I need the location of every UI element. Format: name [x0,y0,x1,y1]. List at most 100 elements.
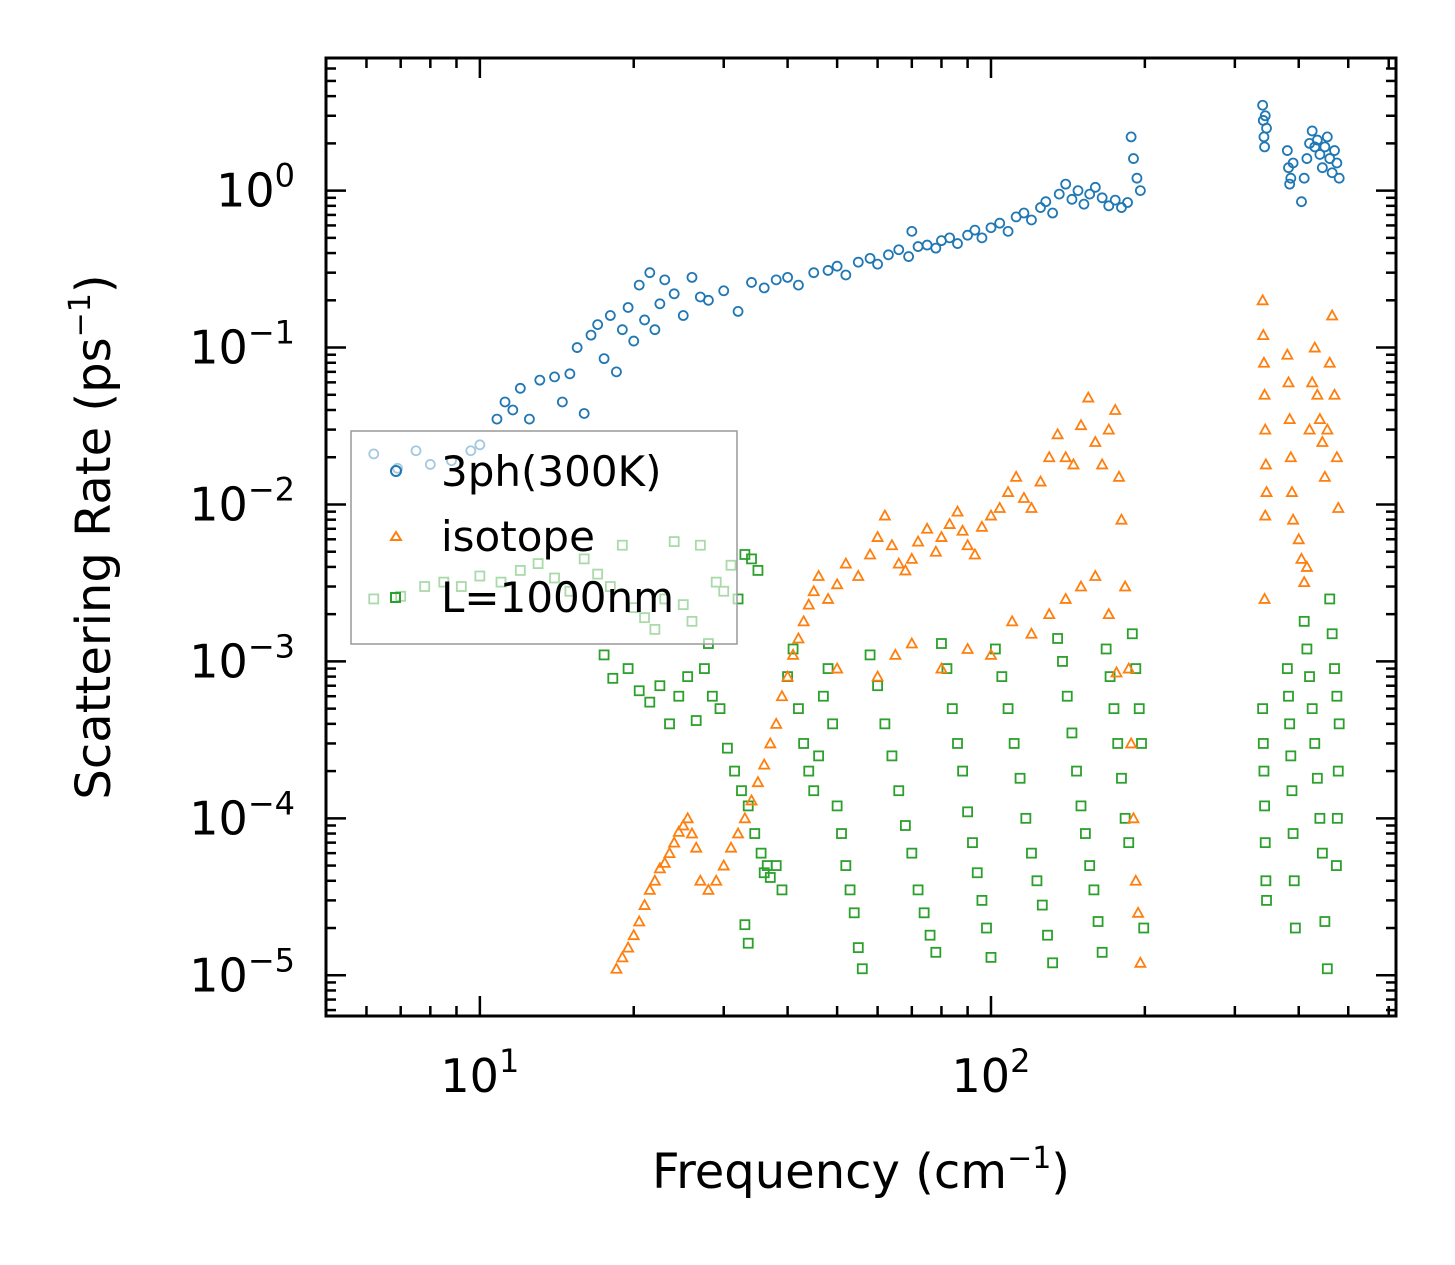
data-point [976,232,988,244]
plot-frame [324,56,1398,1018]
data-point [611,366,622,378]
data-point [1325,308,1339,321]
data-point [1033,474,1048,487]
data-point [609,961,623,974]
data-point [1258,422,1272,435]
data-point [984,508,998,521]
data-point [1326,167,1338,179]
data-point [1330,860,1342,871]
data-point [1314,812,1326,824]
data-point [985,951,997,963]
data-point [1072,185,1084,197]
data-point [840,860,852,871]
data-point [770,274,782,286]
data-point [667,835,681,848]
data-point [1109,194,1121,206]
data-point [744,793,759,806]
data-point [1257,738,1269,749]
data-point [793,279,804,291]
data-point [1329,663,1340,674]
data-point [1316,162,1328,174]
data-point [962,806,974,818]
data-point [668,288,680,300]
data-point [1319,141,1331,153]
data-point [1133,703,1145,715]
data-point [1125,131,1137,143]
y-tick-label: 100 [216,157,295,218]
data-point [1040,196,1052,208]
data-point [616,324,628,336]
data-point [1002,225,1014,237]
data-point [639,314,650,326]
data-point [1088,569,1102,581]
y-tick-label: 10−4 [189,784,295,845]
data-point [749,828,761,839]
data-point [1283,412,1297,424]
data-point [812,569,826,581]
data-point [1260,875,1272,887]
data-point [1108,703,1120,715]
data-point [840,269,852,281]
data-point [1024,501,1038,513]
data-point [1284,450,1298,463]
data-point [1321,963,1333,975]
legend-entry-3ph: 3ph(300K) [390,447,661,496]
y-tick-label: 10−1 [189,314,295,375]
data-point [1327,387,1342,400]
data-point [878,508,892,521]
data-point [918,907,930,919]
data-point [1298,615,1310,627]
data-point [1126,811,1140,824]
data-point [1259,110,1271,122]
data-point [1286,785,1298,797]
data-point [1031,875,1043,887]
data-point [1294,552,1308,564]
data-point [1320,422,1334,435]
data-point [1258,387,1272,400]
data-point [1330,450,1344,463]
data-point [1042,607,1056,620]
data-point [775,689,789,702]
data-point [962,229,974,241]
data-point [952,238,963,249]
data-point [1257,355,1271,368]
data-point [1112,469,1126,482]
data-point [936,638,947,649]
data-point [1258,508,1272,521]
data-point [746,277,757,288]
data-point [1257,703,1269,715]
data-point [899,820,911,831]
data-point [1315,435,1329,447]
data-point [1314,149,1326,160]
data-point [751,775,765,788]
data-point [1319,916,1331,927]
data-point [689,840,703,853]
data-point [1131,905,1145,918]
data-point [662,846,677,859]
data-point [677,310,689,321]
data-point [871,530,885,542]
data-point [822,663,834,674]
data-point [1042,450,1056,463]
data-point [1088,435,1102,447]
data-point [1333,718,1345,730]
data-point [742,937,754,949]
data-point [808,785,820,797]
data-point [585,329,597,341]
data-point [844,884,856,896]
data-point [1288,875,1300,887]
data-point [1096,192,1108,204]
data-point [807,584,821,597]
data-point [996,671,1008,683]
data-point [649,324,661,336]
data-point [633,685,645,697]
data-point [1136,738,1147,749]
data-point [1116,772,1127,784]
data-point [981,922,992,934]
data-point [514,382,526,394]
data-point [872,258,883,270]
data-point [791,631,805,644]
data-point [732,305,744,317]
data-point [903,251,915,262]
data-point [571,342,583,353]
